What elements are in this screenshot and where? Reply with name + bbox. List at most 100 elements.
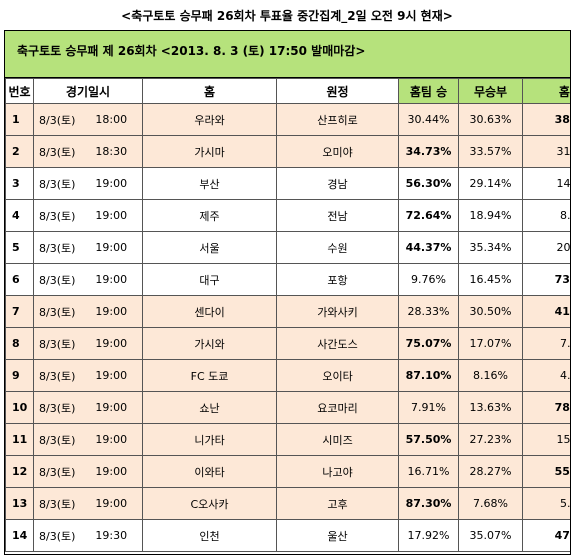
home-win-rate: 7.91% — [398, 391, 460, 424]
home-lose-rate: 78.46% — [522, 391, 570, 424]
home-team: 우라와 — [142, 103, 278, 136]
match-time: 19:00 — [80, 327, 144, 360]
home-lose-rate: 20.28% — [522, 231, 570, 264]
match-time: 19:30 — [80, 519, 144, 552]
row-number: 13 — [5, 487, 34, 520]
match-date: 8/3(토) — [33, 391, 81, 424]
match-time: 19:00 — [80, 359, 144, 392]
match-time: 19:00 — [80, 487, 144, 520]
col-header-draw: 무승부 — [458, 78, 524, 104]
row-number: 7 — [5, 295, 34, 328]
match-time: 18:00 — [80, 103, 144, 136]
match-date: 8/3(토) — [33, 423, 81, 456]
match-date: 8/3(토) — [33, 167, 81, 200]
home-team: 대구 — [142, 263, 278, 296]
draw-rate: 18.94% — [458, 199, 524, 232]
col-header-home-win: 홈팀 승 — [398, 78, 460, 104]
row-number: 2 — [5, 135, 34, 168]
away-team: 가와사키 — [276, 295, 400, 328]
match-date: 8/3(토) — [33, 135, 81, 168]
home-lose-rate: 8.42% — [522, 199, 570, 232]
draw-rate: 28.27% — [458, 455, 524, 488]
home-team: 가시마 — [142, 135, 278, 168]
home-lose-rate: 41.18% — [522, 295, 570, 328]
home-team: 인천 — [142, 519, 278, 552]
draw-rate: 7.68% — [458, 487, 524, 520]
home-win-rate: 44.37% — [398, 231, 460, 264]
row-number: 14 — [5, 519, 34, 552]
home-win-rate: 16.71% — [398, 455, 460, 488]
match-date: 8/3(토) — [33, 327, 81, 360]
away-team: 오이타 — [276, 359, 400, 392]
home-lose-rate: 73.80% — [522, 263, 570, 296]
match-time: 19:00 — [80, 455, 144, 488]
home-team: 가시와 — [142, 327, 278, 360]
draw-rate: 17.07% — [458, 327, 524, 360]
match-date: 8/3(토) — [33, 359, 81, 392]
row-number: 1 — [5, 103, 34, 136]
home-team: 이와타 — [142, 455, 278, 488]
home-win-rate: 17.92% — [398, 519, 460, 552]
row-number: 11 — [5, 423, 34, 456]
away-team: 전남 — [276, 199, 400, 232]
row-number: 6 — [5, 263, 34, 296]
col-header-no: 번호 — [5, 78, 34, 104]
home-lose-rate: 4.74% — [522, 359, 570, 392]
away-team: 포항 — [276, 263, 400, 296]
match-date: 8/3(토) — [33, 487, 81, 520]
away-team: 산프히로 — [276, 103, 400, 136]
match-time: 19:00 — [80, 263, 144, 296]
away-team: 시미즈 — [276, 423, 400, 456]
home-team: 제주 — [142, 199, 278, 232]
row-number: 10 — [5, 391, 34, 424]
home-team: 쇼난 — [142, 391, 278, 424]
away-team: 수원 — [276, 231, 400, 264]
home-win-rate: 9.76% — [398, 263, 460, 296]
home-win-rate: 56.30% — [398, 167, 460, 200]
row-number: 9 — [5, 359, 34, 392]
home-lose-rate: 5.02% — [522, 487, 570, 520]
col-header-datetime: 경기일시 — [32, 78, 144, 104]
round-header: 축구토토 승무패 제 26회차 <2013. 8. 3 (토) 17:50 발매… — [5, 31, 570, 78]
row-number: 3 — [5, 167, 34, 200]
home-lose-rate: 55.02% — [522, 455, 570, 488]
home-win-rate: 28.33% — [398, 295, 460, 328]
home-win-rate: 57.50% — [398, 423, 460, 456]
home-team: 서울 — [142, 231, 278, 264]
match-time: 19:00 — [80, 295, 144, 328]
match-date: 8/3(토) — [33, 199, 81, 232]
draw-rate: 30.63% — [458, 103, 524, 136]
home-lose-rate: 15.27% — [522, 423, 570, 456]
match-date: 8/3(토) — [33, 455, 81, 488]
draw-rate: 30.50% — [458, 295, 524, 328]
draw-rate: 35.07% — [458, 519, 524, 552]
away-team: 사간도스 — [276, 327, 400, 360]
match-time: 19:00 — [80, 199, 144, 232]
home-lose-rate: 31.70% — [522, 135, 570, 168]
col-header-away: 원정 — [276, 78, 400, 104]
away-team: 나고야 — [276, 455, 400, 488]
away-team: 경남 — [276, 167, 400, 200]
home-lose-rate: 7.86% — [522, 327, 570, 360]
home-win-rate: 72.64% — [398, 199, 460, 232]
draw-rate: 8.16% — [458, 359, 524, 392]
home-win-rate: 87.10% — [398, 359, 460, 392]
col-header-home-lose: 홈팀 패 — [522, 78, 570, 104]
page-title: <축구토토 승무패 26회차 투표율 중간집계_2일 오전 9시 현재> — [121, 9, 453, 23]
row-number: 8 — [5, 327, 34, 360]
home-win-rate: 34.73% — [398, 135, 460, 168]
away-team: 요코마리 — [276, 391, 400, 424]
draw-rate: 33.57% — [458, 135, 524, 168]
match-time: 19:00 — [80, 231, 144, 264]
home-win-rate: 75.07% — [398, 327, 460, 360]
home-team: 니가타 — [142, 423, 278, 456]
